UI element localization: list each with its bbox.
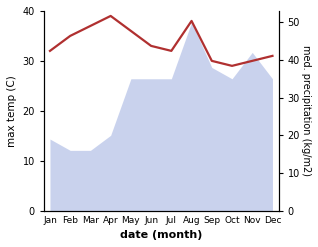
X-axis label: date (month): date (month) xyxy=(120,230,203,240)
Y-axis label: med. precipitation (kg/m2): med. precipitation (kg/m2) xyxy=(301,45,311,176)
Y-axis label: max temp (C): max temp (C) xyxy=(7,75,17,147)
